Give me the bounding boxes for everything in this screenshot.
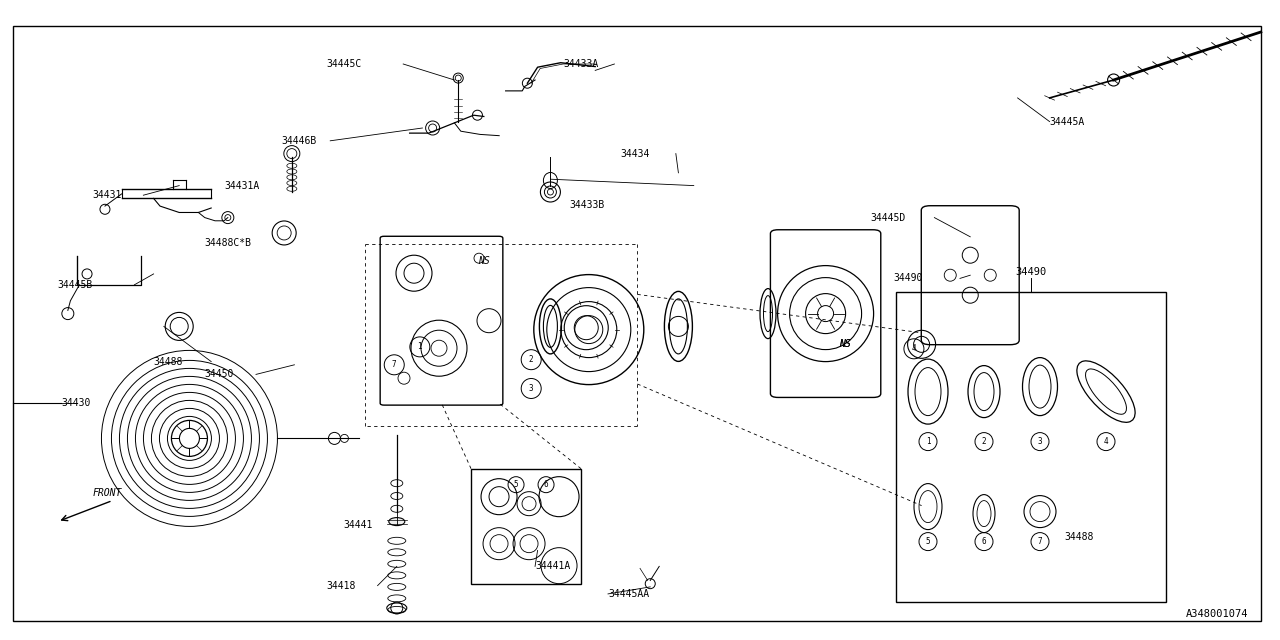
Text: 4: 4 [911, 344, 916, 353]
Text: 5: 5 [513, 480, 518, 489]
Text: 34488C*B: 34488C*B [205, 238, 252, 248]
Text: FRONT: FRONT [92, 488, 122, 498]
Text: 34431A: 34431A [224, 180, 260, 191]
Text: 4: 4 [1103, 437, 1108, 446]
Text: 34488: 34488 [154, 356, 183, 367]
Text: 34430: 34430 [61, 398, 91, 408]
Text: 34445C: 34445C [326, 59, 362, 69]
Text: 34431: 34431 [92, 190, 122, 200]
Text: 3: 3 [529, 384, 534, 393]
Text: 34433B: 34433B [570, 200, 605, 210]
Text: 2: 2 [529, 355, 534, 364]
Bar [896, 292, 1166, 602]
Text: 34446B: 34446B [282, 136, 317, 146]
Text: 34445AA: 34445AA [608, 589, 649, 599]
Bar [471, 468, 581, 584]
Text: 7: 7 [392, 360, 397, 369]
Text: 34488: 34488 [1064, 532, 1093, 541]
Text: NS: NS [477, 256, 490, 266]
Text: 6: 6 [982, 537, 987, 546]
Text: 7: 7 [1038, 537, 1042, 546]
Text: 34490: 34490 [893, 273, 923, 284]
Text: 34490: 34490 [1015, 268, 1047, 277]
Ellipse shape [389, 518, 404, 525]
Text: 34445A: 34445A [1050, 116, 1085, 127]
Text: 34450: 34450 [205, 369, 234, 380]
Text: 34433A: 34433A [563, 59, 599, 69]
Text: 6: 6 [544, 480, 548, 489]
Text: 34445D: 34445D [870, 212, 906, 223]
Text: 2: 2 [982, 437, 987, 446]
Text: 5: 5 [925, 537, 931, 546]
Text: 34445B: 34445B [58, 280, 93, 290]
Text: 1: 1 [417, 342, 422, 351]
Text: 34434: 34434 [621, 148, 650, 159]
Text: 3: 3 [1038, 437, 1042, 446]
Text: 34441: 34441 [343, 520, 372, 530]
Text: 1: 1 [925, 437, 931, 446]
Text: 34441A: 34441A [535, 561, 571, 572]
Text: A348001074: A348001074 [1185, 609, 1248, 620]
Text: NS: NS [838, 339, 851, 349]
Text: NS: NS [838, 339, 851, 349]
Text: 34418: 34418 [326, 580, 356, 591]
